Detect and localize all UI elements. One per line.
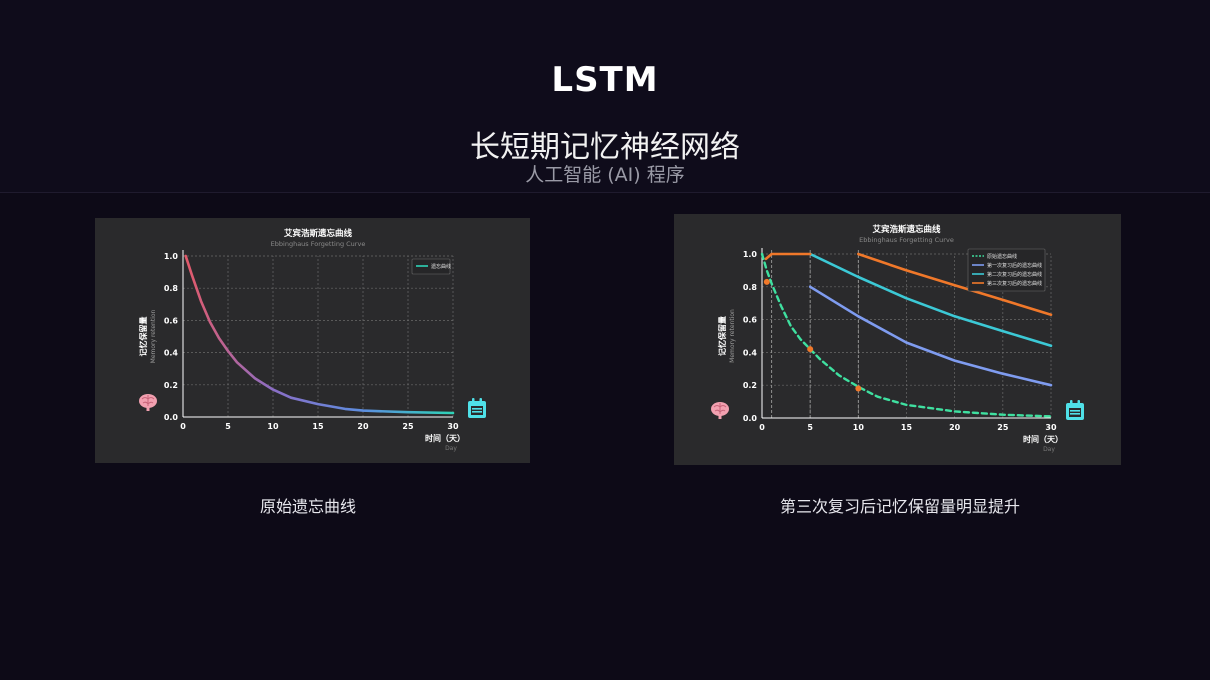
legend-label: 第二次复习后的遗忘曲线	[987, 271, 1042, 278]
y-tick-label: 0.8	[743, 283, 758, 292]
chart-subtitle: Ebbinghaus Forgetting Curve	[271, 240, 366, 248]
y-tick-label: 1.0	[164, 252, 179, 261]
x-tick-label: 25	[997, 423, 1009, 432]
y-axis-label-en: Memory retention	[729, 309, 736, 363]
caption-reviewed: 第三次复习后记忆保留量明显提升	[779, 497, 1020, 516]
legend-label: 第一次复习后的遗忘曲线	[987, 262, 1042, 269]
x-tick-label: 25	[402, 422, 414, 431]
calendar-icon	[1066, 400, 1084, 420]
y-tick-label: 0.4	[164, 349, 179, 358]
calendar-icon	[468, 398, 486, 418]
y-tick-label: 0.6	[743, 316, 758, 325]
y-tick-label: 0.0	[743, 414, 758, 423]
y-tick-label: 0.4	[743, 348, 758, 357]
y-tick-label: 1.0	[743, 250, 758, 259]
chart-title: 艾宾浩斯遗忘曲线	[284, 228, 353, 239]
legend-label: 原始遗忘曲线	[987, 253, 1017, 260]
y-axis-label-en: Memory retention	[150, 309, 157, 363]
series-line	[808, 252, 1053, 348]
y-tick-label: 0.0	[164, 413, 179, 422]
x-tick-label: 0	[759, 423, 765, 432]
chart-title: 艾宾浩斯遗忘曲线	[872, 224, 941, 235]
x-axis-label: 时间（天）	[1023, 434, 1063, 444]
page-title: LSTM	[551, 60, 659, 100]
y-tick-label: 0.2	[743, 381, 757, 390]
y-axis-label: 记忆保留量	[138, 317, 148, 357]
brain-icon	[139, 394, 157, 411]
y-tick-label: 0.2	[164, 381, 178, 390]
y-tick-label: 0.8	[164, 284, 179, 293]
x-axis-label-en: Day	[1043, 446, 1055, 453]
y-axis-label: 记忆保留量	[717, 316, 727, 356]
header: LSTM 长短期记忆神经网络 人工智能 (AI) 程序	[0, 0, 1210, 193]
x-tick-label: 5	[807, 423, 813, 432]
series-line	[857, 252, 1053, 316]
x-tick-label: 15	[312, 422, 324, 431]
x-tick-label: 20	[949, 423, 961, 432]
legend-box	[967, 248, 1046, 292]
page-subtitle-secondary: 人工智能 (AI) 程序	[525, 164, 685, 186]
x-axis-label: 时间（天）	[425, 433, 465, 443]
series-line	[764, 252, 812, 261]
chart-subtitle: Ebbinghaus Forgetting Curve	[859, 236, 954, 244]
series-line	[760, 252, 1053, 418]
legend-label: 遗忘曲线	[431, 263, 451, 270]
x-tick-label: 30	[1045, 423, 1057, 432]
x-axis-label-en: Day	[445, 445, 457, 452]
x-tick-label: 30	[447, 422, 459, 431]
review-point-marker	[763, 278, 770, 285]
page-subtitle: 长短期记忆神经网络	[470, 130, 740, 165]
legend: 遗忘曲线	[411, 258, 451, 275]
brain-icon	[711, 402, 729, 419]
x-tick-label: 15	[901, 423, 913, 432]
series-line	[184, 254, 455, 415]
y-tick-label: 0.6	[164, 316, 179, 325]
legend-box	[411, 258, 451, 275]
legend-label: 第三次复习后的遗忘曲线	[987, 280, 1042, 287]
x-tick-label: 10	[267, 422, 279, 431]
x-tick-label: 0	[180, 422, 186, 431]
review-point-marker	[807, 346, 814, 353]
x-tick-label: 5	[225, 422, 231, 431]
review-point-marker	[855, 385, 862, 392]
series-line	[808, 285, 1053, 387]
x-tick-label: 20	[357, 422, 369, 431]
chart-panel-original: 艾宾浩斯遗忘曲线 Ebbinghaus Forgetting Curve 0 5 10 1…	[95, 218, 530, 463]
caption-original: 原始遗忘曲线	[259, 497, 356, 516]
chart-panel-reviewed: 艾宾浩斯遗忘曲线 Ebbinghaus Forgetting Curve 0 5 10 1…	[674, 214, 1121, 465]
x-tick-label: 10	[853, 423, 865, 432]
